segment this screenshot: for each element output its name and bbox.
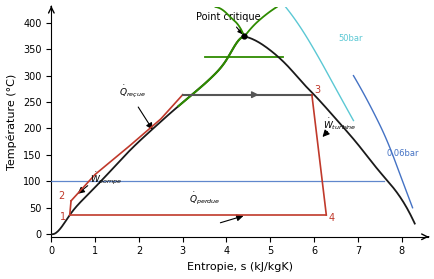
- Text: 0.06bar: 0.06bar: [385, 149, 418, 158]
- X-axis label: Entropie, s (kJ/kgK): Entropie, s (kJ/kgK): [186, 262, 292, 272]
- Text: $\dot{W}_{pompe}$: $\dot{W}_{pompe}$: [90, 171, 122, 187]
- Y-axis label: Température (°C): Température (°C): [7, 74, 17, 170]
- Text: Point critique: Point critique: [195, 12, 260, 33]
- Text: 50bar: 50bar: [337, 34, 362, 43]
- Text: 3: 3: [314, 85, 320, 95]
- Text: $\dot{Q}_{reçue}$: $\dot{Q}_{reçue}$: [119, 84, 146, 100]
- Text: 4: 4: [328, 213, 334, 223]
- Text: 1: 1: [60, 212, 66, 222]
- Text: $\dot{Q}_{perdue}$: $\dot{Q}_{perdue}$: [189, 191, 220, 207]
- Text: $\dot{W}_{turbine}$: $\dot{W}_{turbine}$: [322, 116, 355, 132]
- Text: 2: 2: [58, 191, 64, 201]
